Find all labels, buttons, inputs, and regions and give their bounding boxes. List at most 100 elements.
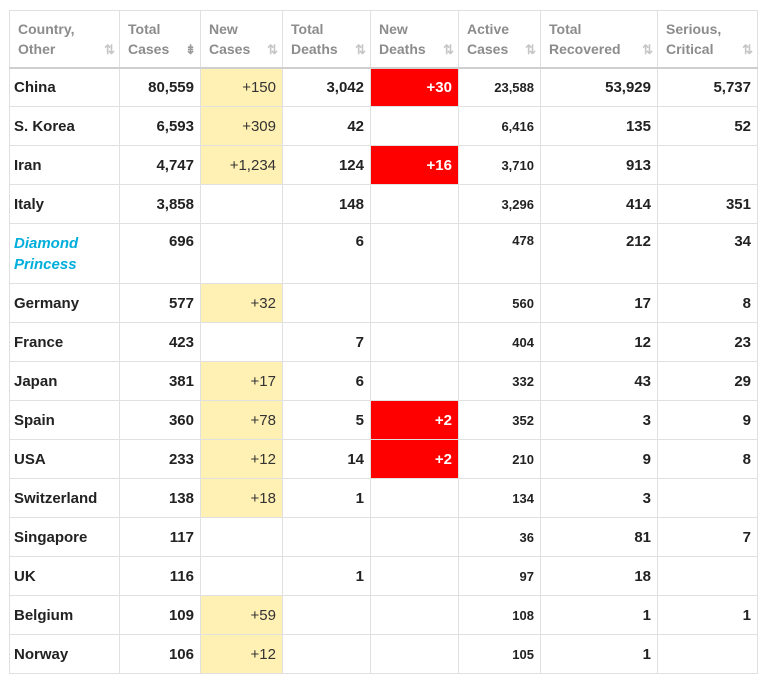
cell-active-cases: 404 — [458, 322, 541, 362]
cell-total-cases: 117 — [119, 517, 201, 557]
column-header-total-cases[interactable]: Total Cases ⇟ — [119, 10, 201, 69]
cell-active-cases: 560 — [458, 283, 541, 323]
table-row: Japan 381 +17 6 332 43 29 — [9, 361, 758, 401]
cell-active-cases: 134 — [458, 478, 541, 518]
table-row: Diamond Princess 696 6 478 212 34 — [9, 223, 758, 284]
cell-new-deaths: +30 — [370, 67, 459, 107]
cell-active-cases: 97 — [458, 556, 541, 596]
cell-new-deaths — [370, 283, 459, 323]
cell-total-cases: 696 — [119, 223, 201, 284]
column-header-label: New — [379, 21, 408, 37]
sort-descending-icon[interactable]: ⇟ — [185, 41, 196, 57]
cell-country: USA — [9, 439, 120, 479]
cell-serious-critical: 23 — [657, 322, 758, 362]
cell-serious-critical — [657, 145, 758, 185]
table-row: Spain 360 +78 5 +2 352 3 9 — [9, 400, 758, 440]
column-header-label: Other — [18, 41, 56, 57]
cell-new-cases: +59 — [200, 595, 283, 635]
cell-total-recovered: 81 — [540, 517, 658, 557]
cell-active-cases: 108 — [458, 595, 541, 635]
column-header-total-recovered[interactable]: Total Recovered ⇅ — [540, 10, 658, 69]
sort-icon[interactable]: ⇅ — [355, 41, 366, 57]
cell-active-cases: 332 — [458, 361, 541, 401]
cell-new-cases: +12 — [200, 634, 283, 674]
cell-active-cases: 3,296 — [458, 184, 541, 224]
cell-serious-critical — [657, 556, 758, 596]
column-header-label: Cases — [467, 41, 509, 57]
cell-total-deaths: 1 — [282, 478, 371, 518]
table-row: China 80,559 +150 3,042 +30 23,588 53,929 5,737 — [9, 67, 758, 107]
cell-new-deaths — [370, 556, 459, 596]
cell-serious-critical: 29 — [657, 361, 758, 401]
cell-country: Japan — [9, 361, 120, 401]
column-header-serious-critical[interactable]: Serious, Critical ⇅ — [657, 10, 758, 69]
cell-serious-critical: 8 — [657, 439, 758, 479]
cell-total-deaths — [282, 517, 371, 557]
cell-total-cases: 4,747 — [119, 145, 201, 185]
cell-country: Singapore — [9, 517, 120, 557]
cell-total-deaths — [282, 634, 371, 674]
table-row: UK 116 1 97 18 — [9, 556, 758, 596]
cell-total-deaths: 148 — [282, 184, 371, 224]
table-row: Italy 3,858 148 3,296 414 351 — [9, 184, 758, 224]
cell-total-recovered: 18 — [540, 556, 658, 596]
column-header-new-deaths[interactable]: New Deaths ⇅ — [370, 10, 459, 69]
cell-country: Italy — [9, 184, 120, 224]
column-header-active-cases[interactable]: Active Cases ⇅ — [458, 10, 541, 69]
cell-total-cases: 3,858 — [119, 184, 201, 224]
cell-total-recovered: 1 — [540, 634, 658, 674]
cell-country: China — [9, 67, 120, 107]
table-header-row: Country, Other ⇅ Total Cases ⇟ New Cases ⇅ Tot… — [9, 10, 758, 69]
cell-new-deaths — [370, 322, 459, 362]
country-link[interactable]: Diamond Princess — [9, 223, 120, 284]
table-row: Belgium 109 +59 108 1 1 — [9, 595, 758, 635]
cell-country: Germany — [9, 283, 120, 323]
sort-icon[interactable]: ⇅ — [104, 41, 115, 57]
cell-active-cases: 3,710 — [458, 145, 541, 185]
cell-new-deaths — [370, 517, 459, 557]
cell-total-deaths: 5 — [282, 400, 371, 440]
cell-active-cases: 6,416 — [458, 106, 541, 146]
cell-total-cases: 423 — [119, 322, 201, 362]
column-header-total-deaths[interactable]: Total Deaths ⇅ — [282, 10, 371, 69]
cell-total-recovered: 43 — [540, 361, 658, 401]
cell-serious-critical: 8 — [657, 283, 758, 323]
sort-icon[interactable]: ⇅ — [525, 41, 536, 57]
column-header-label: Deaths — [379, 41, 426, 57]
column-header-new-cases[interactable]: New Cases ⇅ — [200, 10, 283, 69]
sort-icon[interactable]: ⇅ — [642, 41, 653, 57]
cell-serious-critical: 7 — [657, 517, 758, 557]
table-row: France 423 7 404 12 23 — [9, 322, 758, 362]
cell-new-cases: +32 — [200, 283, 283, 323]
cell-total-cases: 6,593 — [119, 106, 201, 146]
cell-total-deaths: 124 — [282, 145, 371, 185]
column-header-label: Total — [291, 21, 324, 37]
table-row: Switzerland 138 +18 1 134 3 — [9, 478, 758, 518]
cell-new-cases — [200, 517, 283, 557]
cell-total-recovered: 913 — [540, 145, 658, 185]
cell-total-deaths: 6 — [282, 361, 371, 401]
cell-new-deaths — [370, 634, 459, 674]
cell-new-deaths — [370, 361, 459, 401]
sort-icon[interactable]: ⇅ — [443, 41, 454, 57]
cell-new-cases — [200, 184, 283, 224]
sort-icon[interactable]: ⇅ — [742, 41, 753, 57]
cell-country: Spain — [9, 400, 120, 440]
cell-new-cases: +18 — [200, 478, 283, 518]
table-row: Singapore 117 36 81 7 — [9, 517, 758, 557]
cell-total-recovered: 17 — [540, 283, 658, 323]
column-header-country[interactable]: Country, Other ⇅ — [9, 10, 120, 69]
sort-icon[interactable]: ⇅ — [267, 41, 278, 57]
cell-total-deaths: 7 — [282, 322, 371, 362]
cell-total-recovered: 1 — [540, 595, 658, 635]
cell-country: Iran — [9, 145, 120, 185]
cell-new-cases — [200, 223, 283, 284]
cell-active-cases: 210 — [458, 439, 541, 479]
cell-active-cases: 105 — [458, 634, 541, 674]
column-header-label: Critical — [666, 41, 714, 57]
cell-new-deaths — [370, 223, 459, 284]
cell-country: Switzerland — [9, 478, 120, 518]
cell-active-cases: 36 — [458, 517, 541, 557]
cell-new-deaths — [370, 106, 459, 146]
cell-serious-critical: 52 — [657, 106, 758, 146]
